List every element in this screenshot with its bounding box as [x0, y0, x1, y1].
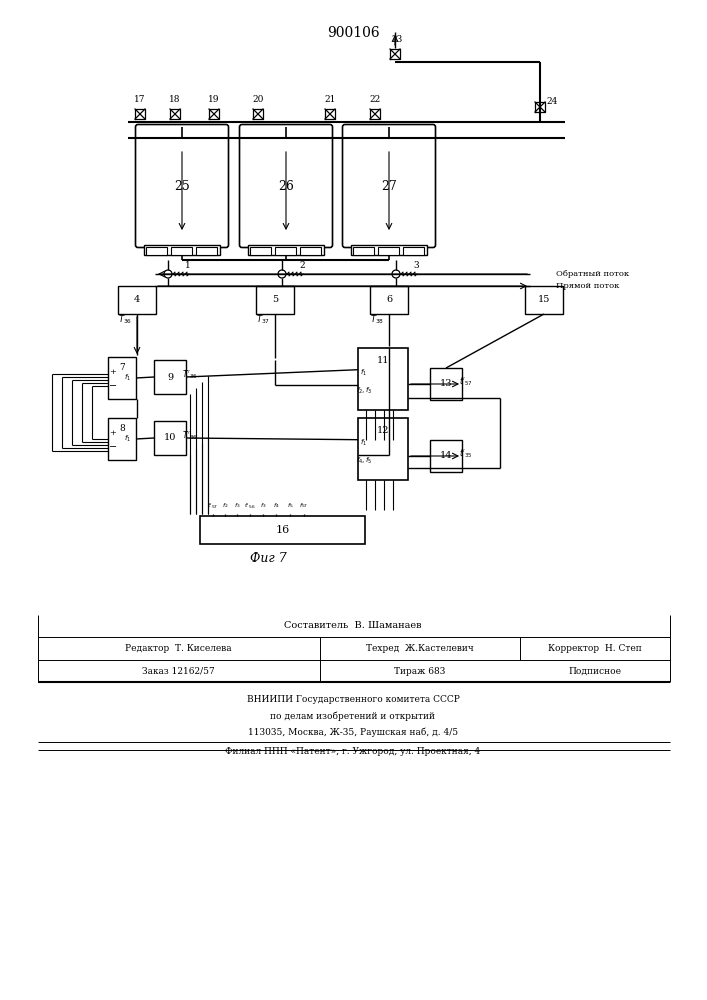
Bar: [118, 286, 156, 314]
Text: 19: 19: [209, 96, 220, 104]
Text: 22: 22: [369, 96, 380, 104]
Text: $T_{36}$: $T_{36}$: [118, 314, 132, 326]
Text: $t'_{56}$: $t'_{56}$: [245, 501, 256, 511]
Text: $t'_{57}$: $t'_{57}$: [460, 376, 473, 388]
Text: 14: 14: [440, 452, 452, 460]
Bar: [351, 245, 427, 255]
FancyBboxPatch shape: [240, 124, 332, 247]
Text: $f_3$: $f_3$: [259, 502, 267, 510]
Text: 20: 20: [252, 96, 264, 104]
Bar: [108, 418, 136, 460]
Text: $t'_{57}$: $t'_{57}$: [207, 501, 218, 511]
Bar: [200, 516, 365, 544]
Bar: [196, 247, 217, 255]
Text: $f_3$: $f_3$: [234, 502, 240, 510]
Text: 3: 3: [413, 261, 419, 270]
Text: 16: 16: [275, 525, 290, 535]
Text: ВНИИПИ Государственного комитета СССР: ВНИИПИ Государственного комитета СССР: [247, 696, 460, 704]
Text: 25: 25: [174, 180, 190, 192]
Bar: [250, 247, 271, 255]
Text: 18: 18: [169, 96, 181, 104]
Bar: [248, 245, 324, 255]
Text: 9: 9: [167, 372, 173, 381]
Bar: [171, 247, 192, 255]
Text: 23: 23: [392, 35, 402, 44]
FancyBboxPatch shape: [342, 124, 436, 247]
Bar: [430, 440, 462, 472]
Text: $f_4$: $f_4$: [273, 502, 279, 510]
Text: $T_{37}$: $T_{37}$: [256, 314, 270, 326]
Bar: [154, 360, 186, 394]
Text: 17: 17: [134, 96, 146, 104]
Bar: [154, 421, 186, 455]
Bar: [275, 247, 296, 255]
Text: 27: 27: [381, 180, 397, 192]
Text: $T_{38}$: $T_{38}$: [370, 314, 384, 326]
Text: 1: 1: [185, 261, 191, 270]
Text: $t'_{35}$: $t'_{35}$: [459, 448, 473, 460]
Bar: [525, 286, 563, 314]
Text: +: +: [110, 429, 117, 437]
Bar: [300, 247, 321, 255]
Text: Тираж 683: Тираж 683: [395, 666, 445, 676]
Text: $f_{57}$: $f_{57}$: [300, 502, 308, 510]
Text: Заказ 12162/57: Заказ 12162/57: [141, 666, 214, 676]
Bar: [403, 247, 424, 255]
Text: $T'_{36}$: $T'_{36}$: [182, 369, 198, 381]
Text: Редактор  Т. Киселева: Редактор Т. Киселева: [124, 644, 231, 653]
Text: 900106: 900106: [327, 26, 380, 40]
Bar: [358, 418, 408, 480]
Bar: [378, 247, 399, 255]
Text: 12: 12: [377, 426, 390, 435]
Bar: [108, 357, 136, 399]
Text: $f_1$: $f_1$: [124, 434, 131, 444]
Text: 15: 15: [538, 296, 550, 304]
Text: Прямой поток: Прямой поток: [556, 282, 619, 290]
Text: Техред  Ж.Кастелевич: Техред Ж.Кастелевич: [366, 644, 474, 653]
Text: 6: 6: [386, 296, 392, 304]
Text: Корректор  Н. Степ: Корректор Н. Степ: [548, 644, 642, 653]
Text: 4: 4: [134, 296, 140, 304]
Text: Фиг 7: Фиг 7: [250, 552, 286, 564]
Bar: [146, 247, 167, 255]
Text: 26: 26: [278, 180, 294, 192]
Bar: [358, 348, 408, 410]
Text: 113035, Москва, Ж-35, Раушская наб, д. 4/5: 113035, Москва, Ж-35, Раушская наб, д. 4…: [248, 727, 458, 737]
Text: 7: 7: [119, 363, 125, 372]
Text: 21: 21: [325, 96, 336, 104]
Text: $T'_{36}$: $T'_{36}$: [182, 430, 198, 442]
Text: 5: 5: [272, 296, 278, 304]
Text: по делам изобретений и открытий: по делам изобретений и открытий: [271, 711, 436, 721]
FancyBboxPatch shape: [136, 124, 228, 247]
Text: 2: 2: [299, 261, 305, 270]
Text: 10: 10: [164, 434, 176, 442]
Bar: [430, 368, 462, 400]
Text: Обратный поток: Обратный поток: [556, 270, 629, 278]
Bar: [353, 247, 374, 255]
Text: Составитель  В. Шаманаев: Составитель В. Шаманаев: [284, 621, 422, 631]
Bar: [144, 245, 220, 255]
Text: 8: 8: [119, 424, 125, 433]
Text: $f_1$: $f_1$: [361, 368, 368, 378]
Text: −: −: [109, 443, 117, 452]
Text: $f_1$: $f_1$: [124, 373, 131, 383]
Text: 11: 11: [377, 356, 390, 365]
Text: $f_2,f_3$: $f_2,f_3$: [356, 386, 373, 396]
Text: $f_2$: $f_2$: [222, 502, 228, 510]
Text: 13: 13: [440, 379, 452, 388]
Bar: [370, 286, 408, 314]
Text: $f_4,f_5$: $f_4,f_5$: [356, 456, 373, 466]
Text: Подписное: Подписное: [568, 666, 621, 676]
Text: −: −: [109, 382, 117, 391]
Text: $f_1$: $f_1$: [361, 438, 368, 448]
Text: Филиал ППП «Патент», г. Ужгород, ул. Проектная, 4: Филиал ППП «Патент», г. Ужгород, ул. Про…: [226, 748, 481, 756]
Text: +: +: [110, 368, 117, 376]
Bar: [256, 286, 294, 314]
Text: 24: 24: [547, 98, 558, 106]
Text: $f_5$: $f_5$: [286, 502, 293, 510]
